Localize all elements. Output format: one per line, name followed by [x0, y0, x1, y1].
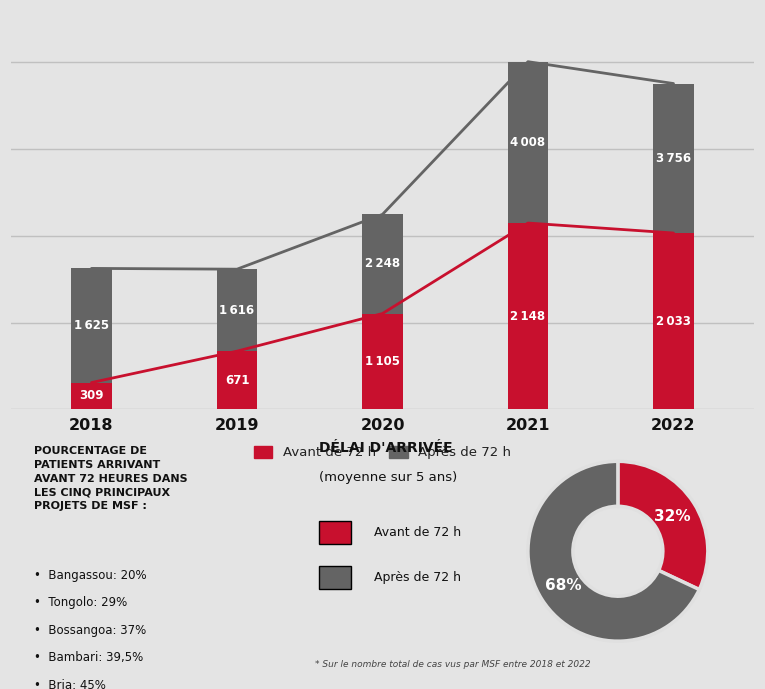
Text: POURCENTAGE DE
PATIENTS ARRIVANT
AVANT 72 HEURES DANS
LES CINQ PRINCIPAUX
PROJET: POURCENTAGE DE PATIENTS ARRIVANT AVANT 7…: [34, 446, 187, 511]
Bar: [653, 233, 694, 409]
Text: 309: 309: [80, 389, 104, 402]
Text: 1 625: 1 625: [74, 319, 109, 332]
Legend: Avant de 72 h, Après de 72 h: Avant de 72 h, Après de 72 h: [249, 440, 516, 464]
Bar: [71, 382, 112, 409]
Text: 4 008: 4 008: [510, 136, 545, 149]
Bar: [508, 62, 549, 223]
Text: Après de 72 h: Après de 72 h: [374, 571, 461, 584]
Text: 3 756: 3 756: [656, 152, 691, 165]
Bar: [653, 83, 694, 233]
Bar: [508, 223, 549, 409]
Bar: [216, 269, 257, 351]
Bar: [71, 269, 112, 382]
Text: •  Bria: 45%: • Bria: 45%: [34, 679, 106, 689]
Text: •  Bambari: 39,5%: • Bambari: 39,5%: [34, 651, 143, 664]
Bar: [362, 214, 403, 313]
Text: 2 033: 2 033: [656, 315, 691, 328]
Text: * Sur le nombre total de cas vus par MSF entre 2018 et 2022: * Sur le nombre total de cas vus par MSF…: [315, 659, 591, 668]
Text: DÉLAI D'ARRIVÉE: DÉLAI D'ARRIVÉE: [320, 442, 453, 455]
Text: 1 105: 1 105: [365, 355, 400, 368]
Text: •  Bangassou: 20%: • Bangassou: 20%: [34, 568, 146, 582]
Text: •  Bossangoa: 37%: • Bossangoa: 37%: [34, 624, 146, 637]
Text: (moyenne sur 5 ans): (moyenne sur 5 ans): [320, 471, 457, 484]
Text: •  Tongolo: 29%: • Tongolo: 29%: [34, 596, 127, 609]
Bar: [216, 351, 257, 409]
Text: 671: 671: [225, 373, 249, 387]
Text: 2 148: 2 148: [510, 309, 545, 322]
Bar: [362, 313, 403, 409]
Text: 1 616: 1 616: [220, 304, 255, 317]
FancyBboxPatch shape: [320, 566, 351, 588]
Text: Avant de 72 h: Avant de 72 h: [374, 526, 461, 539]
Text: 2 248: 2 248: [365, 258, 400, 271]
FancyBboxPatch shape: [320, 522, 351, 544]
